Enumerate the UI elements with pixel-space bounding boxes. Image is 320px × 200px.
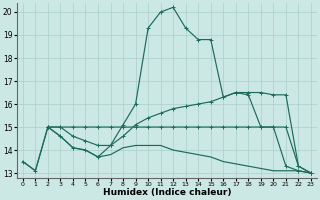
X-axis label: Humidex (Indice chaleur): Humidex (Indice chaleur) [103,188,231,197]
